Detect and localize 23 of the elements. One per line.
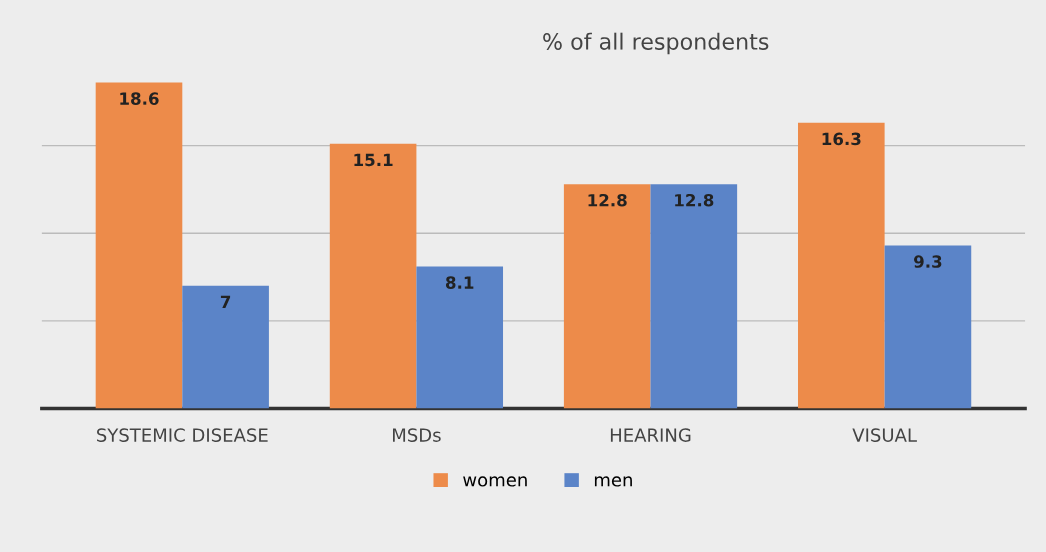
legend-label: men <box>594 476 632 487</box>
x-tick-label: HEARING <box>610 428 691 442</box>
bar <box>884 245 972 409</box>
data-label: 15.1 <box>354 153 393 167</box>
x-tick-label: SYSTEMIC DISEASE <box>97 428 268 442</box>
x-tick-label: VISUAL <box>852 428 917 442</box>
bar <box>329 143 417 409</box>
bar <box>182 285 269 409</box>
data-label: 18.6 <box>120 92 159 105</box>
data-label: 8.1 <box>445 276 474 289</box>
data-label: 12.8 <box>588 193 627 207</box>
chart-title: % of all respondents <box>543 32 769 55</box>
bar <box>650 184 738 409</box>
data-label: 12.8 <box>675 193 714 207</box>
bar <box>563 184 651 409</box>
x-tick-label: MSDs <box>393 428 441 442</box>
legend-label: women <box>463 476 527 487</box>
bar <box>95 82 183 409</box>
bar <box>416 266 504 409</box>
bar <box>798 122 885 409</box>
data-label: 7 <box>220 295 231 308</box>
data-label: 9.3 <box>914 255 942 268</box>
data-label: 16.3 <box>822 132 861 146</box>
